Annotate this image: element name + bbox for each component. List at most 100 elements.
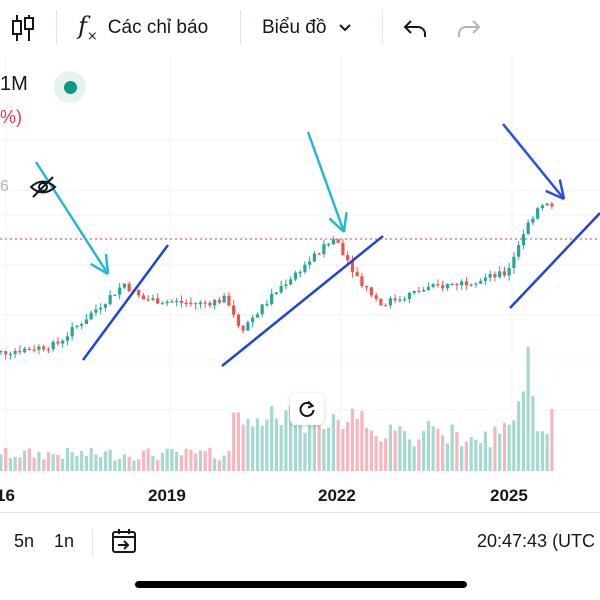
candle-body (455, 283, 459, 286)
candle-body (18, 351, 22, 353)
volume-bar (398, 426, 402, 471)
candle-body (232, 305, 236, 315)
volume-bar (132, 460, 136, 471)
trendline-drawing (221, 235, 384, 367)
candle-body (498, 271, 502, 278)
chart-type-dropdown[interactable]: Biểu đồ (262, 8, 352, 48)
volume-bar (222, 455, 226, 471)
indicators-label: Các chỉ báo (107, 17, 209, 38)
toolbar-divider (382, 10, 383, 44)
hide-indicator-button[interactable] (28, 174, 58, 200)
volume-bar (232, 412, 236, 471)
candle-body (474, 283, 478, 285)
candle-body (99, 307, 103, 310)
range-1y-button[interactable]: 1n (54, 531, 75, 551)
bottom-divider (92, 529, 93, 557)
volume-bar (312, 417, 316, 471)
goto-date-button[interactable] (110, 527, 138, 555)
volume-bar (4, 447, 8, 471)
candle-body (384, 305, 388, 307)
volume-bar (512, 420, 516, 471)
trendline-drawing (81, 244, 170, 361)
chart-canvas[interactable]: 16 2019 2022 2025 (0, 56, 600, 512)
candle-body (322, 244, 326, 255)
volume-bar (384, 438, 388, 471)
volume-bar (469, 436, 473, 471)
candle-body (289, 279, 293, 285)
volume-bar (265, 419, 269, 471)
candle-body (122, 283, 126, 288)
volume-bar (151, 455, 155, 471)
candle-body (175, 300, 179, 303)
candle-body (251, 317, 255, 323)
volume-bar (350, 408, 354, 471)
candle-body (227, 295, 231, 306)
volume-bar (84, 455, 88, 471)
volume-bar (374, 436, 378, 471)
volume-bar (255, 418, 259, 471)
candle-body (270, 293, 274, 305)
candle-body (75, 325, 79, 328)
volume-bar (227, 450, 231, 471)
candle-body (32, 349, 36, 351)
arrow-drawing (502, 123, 565, 200)
volume-bar (270, 406, 274, 471)
candle-body (255, 314, 259, 318)
volume-bar (160, 452, 164, 471)
clock-timezone[interactable]: 20:47:43 (UTC (477, 531, 596, 551)
volume-bar (493, 426, 497, 471)
goto-date-icon (110, 527, 138, 555)
candle-body (545, 203, 549, 206)
candle-body (479, 280, 483, 284)
volume-bar (431, 426, 435, 471)
volume-bar (407, 439, 411, 471)
redo-button[interactable] (456, 8, 482, 48)
bottom-toolbar: 5n 1n 20:47:43 (UTC (0, 512, 600, 572)
volume-bar (65, 448, 69, 471)
candle-body (146, 299, 150, 301)
volume-bar (213, 458, 217, 471)
volume-bar (550, 408, 554, 471)
volume-bar (360, 411, 364, 471)
market-status-button[interactable] (54, 71, 86, 103)
candle-body (407, 292, 411, 300)
candle-body (0, 351, 3, 353)
chart-pane[interactable]: 16 2019 2022 2025 (0, 56, 600, 512)
volume-bar (23, 450, 27, 471)
candle-body (445, 283, 449, 289)
volume-bar (8, 458, 12, 471)
candle-body (450, 283, 454, 286)
range-5y-button[interactable]: 5n (14, 531, 35, 551)
home-indicator (135, 581, 467, 588)
interval-label[interactable]: 1M (0, 73, 28, 95)
arrow-drawing (342, 212, 348, 233)
candle-body (550, 203, 554, 207)
volume-bar (175, 451, 179, 471)
candle-body (441, 285, 445, 289)
volume-bar (241, 424, 245, 471)
candle-body (113, 294, 117, 296)
volume-bar (322, 428, 326, 471)
redo-icon (456, 17, 482, 39)
indicators-button[interactable]: f× Các chỉ báo (78, 8, 208, 48)
undo-button[interactable] (402, 8, 428, 48)
candle-body (108, 295, 112, 305)
candle-body (493, 274, 497, 278)
volume-bar (545, 434, 549, 471)
volume-bar (417, 439, 421, 471)
candle-body (317, 253, 321, 255)
candle-body (84, 319, 88, 325)
candle-body (464, 281, 468, 286)
volume-bar (521, 391, 525, 471)
volume-bar (194, 453, 198, 471)
reset-chart-button[interactable] (290, 393, 324, 425)
volume-bar (208, 447, 212, 471)
volume-bar (37, 452, 41, 471)
candle-body (483, 277, 487, 281)
candle-body (189, 302, 193, 305)
volume-bar (365, 427, 369, 471)
candle-body (65, 336, 69, 341)
candles-button[interactable] (10, 8, 36, 48)
volume-bar (403, 431, 407, 471)
volume-bar (450, 424, 454, 471)
